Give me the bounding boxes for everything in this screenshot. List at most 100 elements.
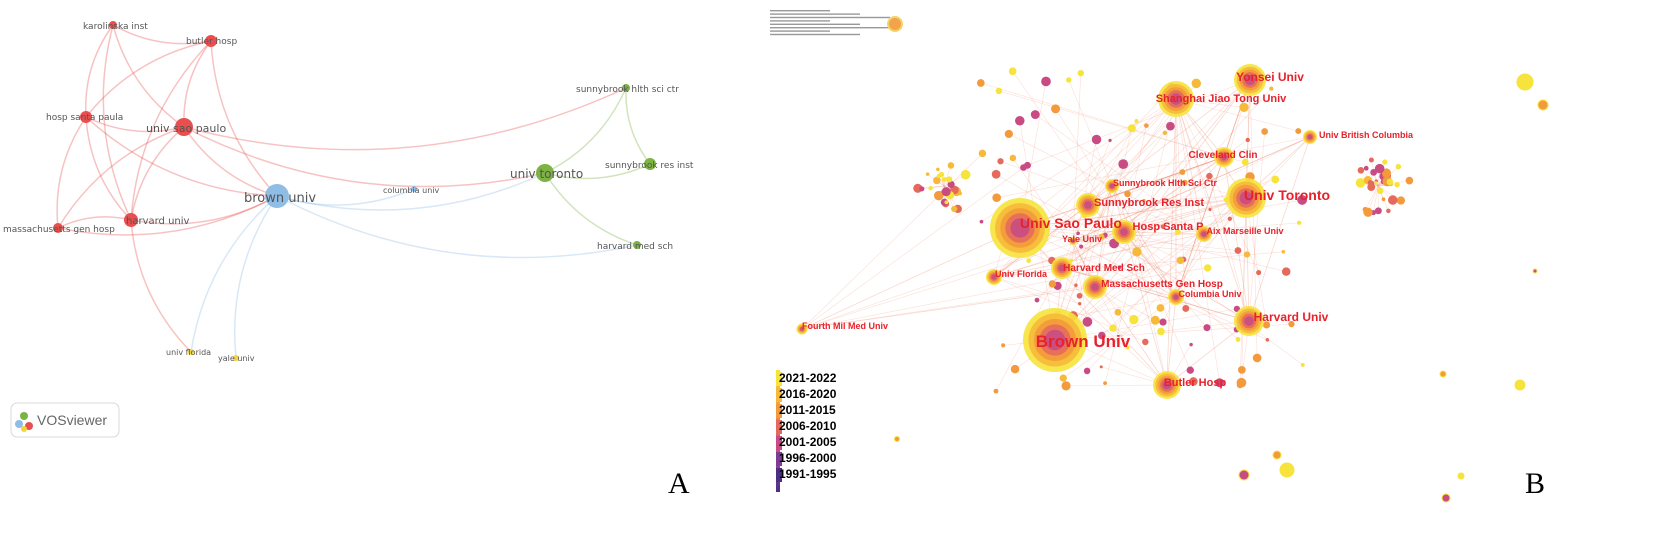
legend-label: 1991-1995 xyxy=(779,467,837,481)
citation-link xyxy=(1066,197,1247,331)
minor-node xyxy=(1281,250,1286,254)
minor-node xyxy=(1114,308,1122,316)
minor-node xyxy=(1125,345,1130,350)
network-node-mass_gen xyxy=(53,223,63,233)
network-link xyxy=(233,195,278,359)
node-label-sunnybrook_res: sunnybrook res inst xyxy=(605,161,694,171)
minor-node xyxy=(1162,130,1168,136)
network-node-harvard_med xyxy=(1051,257,1073,279)
citation-link xyxy=(1111,185,1191,371)
citation-link xyxy=(1245,197,1267,325)
network-link xyxy=(85,116,278,197)
minor-node xyxy=(1262,321,1271,329)
network-link xyxy=(544,163,651,180)
minor-node xyxy=(1236,381,1244,389)
minor-node xyxy=(1098,233,1105,240)
minor-node xyxy=(946,176,953,183)
minor-node xyxy=(1300,362,1305,367)
minor-node xyxy=(1142,338,1149,346)
node-label-yale: Yale Univ xyxy=(1062,234,1102,244)
node-label-harvard_med: harvard med sch xyxy=(597,242,673,252)
node-label-yonsei: Yonsei Univ xyxy=(1236,70,1304,84)
minor-node xyxy=(1295,128,1302,135)
panel-a-nodes xyxy=(53,21,656,361)
citation-link xyxy=(1166,296,1177,386)
network-link xyxy=(85,116,185,133)
metadata-text-lines xyxy=(770,10,890,36)
network-node-harvard xyxy=(1234,306,1264,336)
network-link xyxy=(102,24,132,221)
network-node-shanghai xyxy=(1158,81,1194,117)
citation-link xyxy=(1087,126,1171,206)
citation-link xyxy=(1072,136,1311,242)
node-label-butler: butler hosp xyxy=(186,37,237,47)
citation-link xyxy=(1123,79,1251,233)
minor-node xyxy=(1051,104,1061,114)
citation-link xyxy=(1019,227,1168,386)
citation-link xyxy=(1079,185,1113,296)
node-label-yale: yale univ xyxy=(218,354,255,363)
node-label-sao_paulo: Univ Sao Paulo xyxy=(1020,215,1122,231)
network-node-columbia xyxy=(1168,289,1184,305)
citation-link xyxy=(1175,98,1205,235)
legend-label: 2021-2022 xyxy=(779,371,837,385)
panel-a-labels: karolinska inst butler hosp hosp santa pau… xyxy=(3,22,694,363)
citation-link xyxy=(1123,197,1247,233)
panel-a-letter: A xyxy=(668,467,690,500)
panel-b-nodes xyxy=(797,64,1317,399)
panel-a-links xyxy=(56,24,651,359)
citation-link xyxy=(993,251,1284,278)
metadata-line xyxy=(770,33,860,36)
node-label-mass_gen: massachusetts gen hosp xyxy=(3,225,115,235)
network-node-brown xyxy=(265,184,289,208)
minor-node xyxy=(1166,121,1175,131)
minor-node xyxy=(1009,154,1017,162)
citation-link xyxy=(1248,136,1311,322)
minor-node xyxy=(1243,251,1251,258)
network-link xyxy=(57,195,278,236)
minor-node xyxy=(919,186,925,192)
minor-node xyxy=(1001,343,1006,348)
network-node-sao_paulo xyxy=(990,198,1050,258)
citation-link xyxy=(1175,98,1211,210)
network-node-harvard_med xyxy=(633,241,641,249)
minor-node xyxy=(1157,327,1165,336)
minor-node xyxy=(1127,124,1136,133)
outlier-node xyxy=(894,436,900,442)
minor-node xyxy=(1091,134,1102,145)
network-link xyxy=(85,116,132,221)
citation-link xyxy=(1072,136,1311,242)
minor-node xyxy=(941,176,947,182)
minor-node xyxy=(1297,220,1302,225)
citation-link xyxy=(1094,88,1272,288)
minor-node xyxy=(997,158,1004,165)
minor-node xyxy=(993,388,999,394)
minor-node xyxy=(1271,175,1280,184)
minor-node xyxy=(1034,297,1040,303)
network-node-aix xyxy=(1196,226,1212,242)
network-link xyxy=(183,40,212,128)
citation-link xyxy=(995,173,1250,322)
minor-node xyxy=(1396,196,1406,205)
citation-link xyxy=(993,267,1063,278)
citation-link xyxy=(1245,197,1250,322)
metadata-line xyxy=(770,13,860,15)
minor-node xyxy=(1203,324,1211,332)
legend-swatch xyxy=(776,372,782,386)
minor-node xyxy=(1367,183,1376,192)
network-node-columbia xyxy=(411,186,417,192)
minor-node xyxy=(1010,364,1020,374)
network-link xyxy=(210,40,278,197)
vosviewer-logo-text: VOSviewer xyxy=(37,412,107,428)
citation-link xyxy=(1086,136,1311,372)
citation-link xyxy=(1012,71,1125,233)
node-label-hosp_santa: hosp santa paula xyxy=(46,113,123,123)
network-node-fourth_mil xyxy=(797,324,807,334)
legend-label: 2011-2015 xyxy=(779,403,836,417)
minor-node xyxy=(1362,206,1369,213)
minor-node xyxy=(1098,331,1106,340)
legend-swatch xyxy=(776,420,782,434)
citation-link xyxy=(993,233,1205,278)
network-node-sunnybrook_res xyxy=(1076,193,1100,217)
citation-link xyxy=(1036,79,1251,301)
